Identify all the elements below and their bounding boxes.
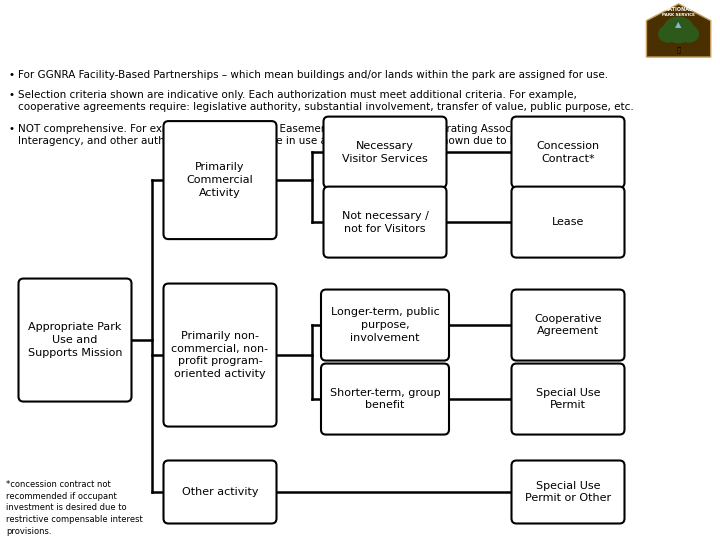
FancyBboxPatch shape: [511, 187, 624, 258]
Text: PARK SERVICE: PARK SERVICE: [662, 13, 695, 17]
FancyBboxPatch shape: [163, 284, 276, 427]
Text: •: •: [8, 90, 14, 100]
FancyBboxPatch shape: [321, 289, 449, 361]
Text: Appropriate Park
Use and
Supports Mission: Appropriate Park Use and Supports Missio…: [28, 322, 122, 358]
FancyBboxPatch shape: [163, 461, 276, 523]
Text: Primarily
Commercial
Activity: Primarily Commercial Activity: [186, 163, 253, 198]
Circle shape: [679, 26, 698, 42]
Circle shape: [664, 17, 693, 43]
Text: Concession
Contract*: Concession Contract*: [536, 141, 600, 164]
Text: Other activity: Other activity: [181, 487, 258, 497]
FancyBboxPatch shape: [321, 363, 449, 435]
FancyBboxPatch shape: [511, 289, 624, 361]
Text: Selection criteria shown are indicative only. Each authorization must meet addit: Selection criteria shown are indicative …: [18, 90, 634, 112]
FancyBboxPatch shape: [323, 187, 446, 258]
Circle shape: [659, 26, 678, 42]
Text: Authorization Selection Flow Chart: Authorization Selection Flow Chart: [9, 24, 420, 44]
Text: ▲: ▲: [675, 19, 682, 29]
Text: Primarily non-
commercial, non-
profit program-
oriented activity: Primarily non- commercial, non- profit p…: [171, 331, 269, 379]
Text: *concession contract not
recommended if occupant
investment is desired due to
re: *concession contract not recommended if …: [6, 480, 143, 536]
Text: 🦬: 🦬: [677, 46, 680, 53]
FancyBboxPatch shape: [511, 363, 624, 435]
Text: Necessary
Visitor Services: Necessary Visitor Services: [342, 141, 428, 164]
Text: NATIONAL: NATIONAL: [665, 6, 693, 11]
FancyBboxPatch shape: [511, 117, 624, 187]
Text: Lease: Lease: [552, 217, 584, 227]
FancyBboxPatch shape: [163, 121, 276, 239]
Text: Longer-term, public
purpose,
involvement: Longer-term, public purpose, involvement: [330, 307, 439, 343]
Text: •: •: [8, 70, 14, 80]
Text: Special Use
Permit: Special Use Permit: [536, 388, 600, 410]
Text: The National Park Service: The National Park Service: [504, 12, 629, 22]
Text: NOT comprehensive. For example, Rights of Way, Easements, CUAs, CMAs, Cooperatin: NOT comprehensive. For example, Rights o…: [18, 124, 615, 146]
Text: Not necessary /
not for Visitors: Not necessary / not for Visitors: [341, 211, 428, 233]
FancyBboxPatch shape: [19, 279, 132, 402]
Text: •: •: [8, 124, 14, 134]
Text: For GGNRA Facility-Based Partnerships – which mean buildings and/or lands within: For GGNRA Facility-Based Partnerships – …: [18, 70, 608, 80]
Text: Special Use
Permit or Other: Special Use Permit or Other: [525, 481, 611, 503]
Text: Shorter-term, group
benefit: Shorter-term, group benefit: [330, 388, 441, 410]
Text: Department of the Interior: Department of the Interior: [504, 38, 634, 49]
FancyBboxPatch shape: [511, 461, 624, 523]
Polygon shape: [647, 4, 711, 57]
Text: Cooperative
Agreement: Cooperative Agreement: [534, 314, 602, 336]
FancyBboxPatch shape: [323, 117, 446, 187]
